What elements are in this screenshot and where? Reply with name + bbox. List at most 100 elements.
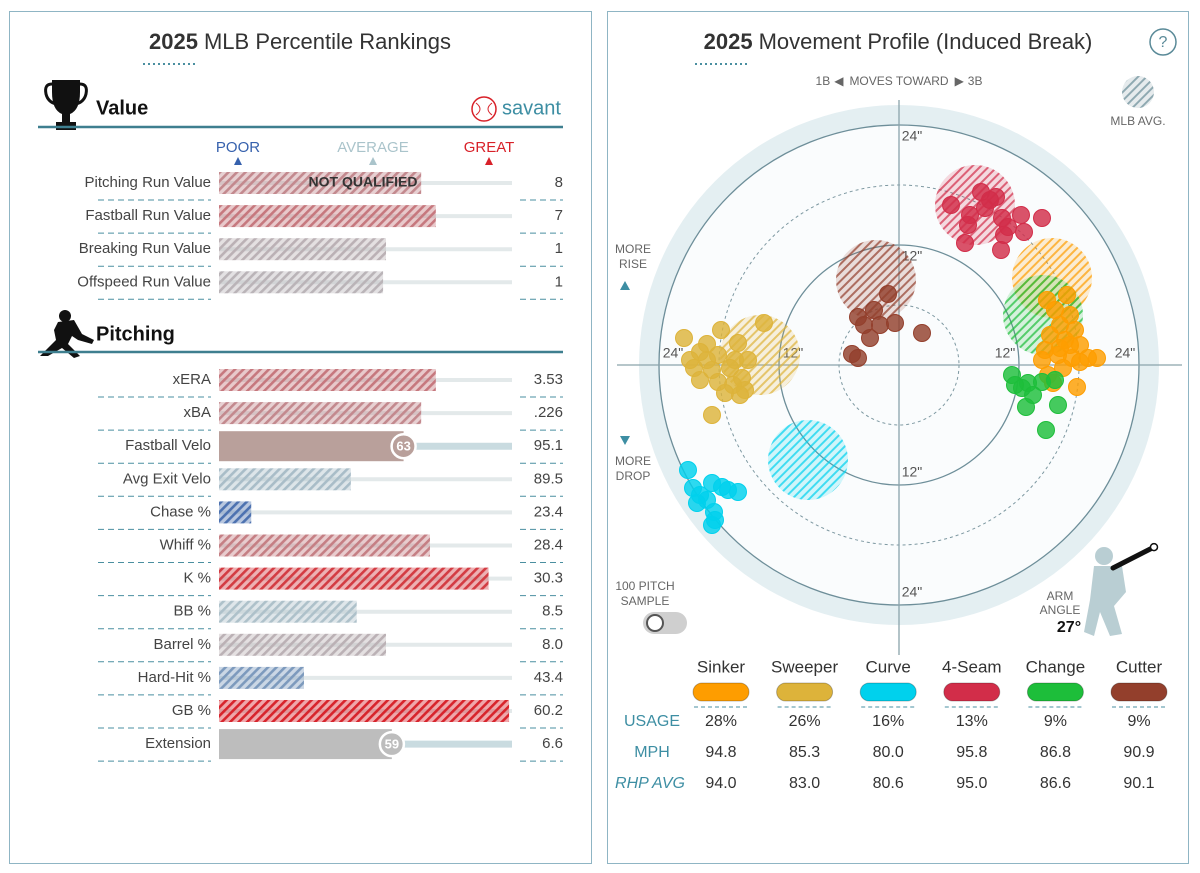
metric-value: 8.0	[542, 636, 563, 653]
legend-swatch	[1122, 76, 1154, 108]
pitch-point	[913, 324, 931, 342]
pitch-point	[755, 314, 773, 332]
metric-value: 95.1	[534, 437, 563, 454]
pitch-point	[995, 226, 1013, 244]
ring-label: 12"	[995, 345, 1016, 361]
metric-value: 23.4	[534, 503, 563, 520]
pitch-point	[1058, 286, 1076, 304]
mph: 80.0	[873, 744, 904, 761]
sample-label: 100 PITCH	[615, 579, 674, 593]
mlb-avg-area	[836, 240, 916, 320]
pitch-name: Sinker	[697, 657, 746, 676]
percentile-bar	[219, 271, 384, 294]
pitch-point	[1068, 378, 1086, 396]
direction-left: 1B	[816, 74, 831, 88]
pitch-name: Change	[1026, 657, 1086, 676]
metric-value: 28.4	[534, 536, 563, 553]
pitch-point	[688, 494, 706, 512]
pitch-name: 4-Seam	[942, 657, 1002, 676]
metric-label: Fastball Velo	[125, 437, 211, 454]
mph: 90.9	[1123, 744, 1154, 761]
row-label: USAGE	[624, 713, 680, 730]
mlb-avg-area	[935, 165, 1015, 245]
pitch-point	[1051, 339, 1069, 357]
pitch-swatch	[1110, 682, 1168, 702]
metric-value: .226	[534, 404, 563, 421]
metric-value: 3.53	[534, 371, 563, 388]
brand: savant	[502, 97, 561, 119]
help-icon[interactable]: ?	[1159, 34, 1168, 51]
pitch-point	[849, 349, 867, 367]
usage: 28%	[705, 713, 737, 730]
pitch-point	[675, 329, 693, 347]
pitch-point	[959, 216, 977, 234]
metric-label: Barrel %	[153, 636, 211, 653]
panel-title: 2025 Movement Profile (Induced Break)	[704, 29, 1093, 54]
arm-angle-ball	[1149, 542, 1159, 552]
direction-right: 3B	[968, 74, 983, 88]
rise-label: MORE	[615, 242, 651, 256]
percentile-bar	[219, 172, 422, 194]
ring-label: 24"	[902, 584, 923, 600]
pitch-point	[729, 334, 747, 352]
pitch-point	[721, 359, 739, 377]
metric-value: 8.5	[542, 603, 563, 620]
percentile-bar	[219, 666, 304, 689]
usage: 16%	[872, 713, 904, 730]
metric-value: 43.4	[534, 669, 563, 686]
pitch-point	[956, 234, 974, 252]
mph: 85.3	[789, 744, 820, 761]
scale-marker	[234, 157, 242, 165]
rhp-avg: 83.0	[789, 775, 820, 792]
pitch-point	[1033, 351, 1051, 369]
metric-label: Whiff %	[160, 536, 211, 553]
rhp-avg: 95.0	[956, 775, 987, 792]
usage: 9%	[1127, 713, 1150, 730]
rhp-avg: 94.0	[705, 775, 736, 792]
pitch-point	[865, 301, 883, 319]
metric-label: xBA	[183, 404, 211, 421]
pitch-point	[731, 386, 749, 404]
pitch-swatch	[943, 682, 1001, 702]
pitch-point	[855, 316, 873, 334]
pitch-name: Sweeper	[771, 657, 838, 676]
metric-label: BB %	[173, 603, 211, 620]
metric-label: Fastball Run Value	[85, 207, 211, 224]
section-heading: Pitching	[96, 323, 175, 345]
metric-label: xERA	[173, 371, 211, 388]
pitch-point	[1006, 376, 1024, 394]
arm-angle-line	[1110, 544, 1157, 571]
percentile-bar	[219, 402, 422, 425]
scale-great: GREAT	[464, 139, 515, 156]
scale-average: AVERAGE	[337, 139, 408, 156]
pitch-name: Cutter	[1116, 657, 1163, 676]
pitch-point	[1012, 206, 1030, 224]
metric-value: 30.3	[534, 570, 563, 587]
percentile-badge	[378, 730, 406, 758]
metric-label: Extension	[145, 735, 211, 752]
percentile-badge	[390, 432, 417, 460]
rise-label: RISE	[619, 257, 647, 271]
metric-label: Hard-Hit %	[138, 669, 211, 686]
arrow-left: ◀	[834, 74, 844, 88]
toggle-knob[interactable]	[646, 614, 664, 632]
pitch-point	[1024, 386, 1042, 404]
pitch-point	[703, 516, 721, 534]
title-year: 2025	[704, 29, 753, 54]
ring-label: 12"	[902, 464, 923, 480]
percentile-bar	[219, 700, 510, 722]
row-label: MPH	[634, 744, 670, 761]
pitch-point	[698, 351, 716, 369]
mph: 94.8	[705, 744, 736, 761]
pitch-swatch	[859, 682, 917, 702]
percentile-bar	[219, 369, 436, 391]
mph: 86.8	[1040, 744, 1071, 761]
title-text: Movement Profile (Induced Break)	[759, 29, 1093, 54]
help-button[interactable]	[1149, 28, 1177, 56]
rhp-avg: 80.6	[873, 775, 904, 792]
rhp-avg: 86.6	[1040, 775, 1071, 792]
pitch-point	[1049, 396, 1067, 414]
scale-marker	[485, 157, 493, 165]
pitch-point	[1088, 349, 1106, 367]
